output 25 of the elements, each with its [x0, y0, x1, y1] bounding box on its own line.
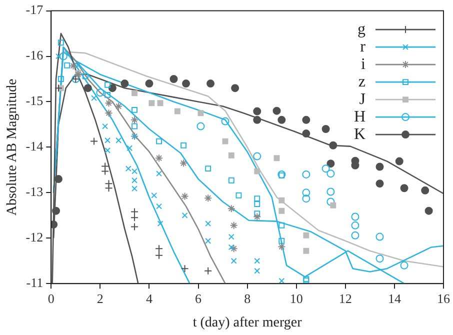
y-tick-label: -12 [26, 230, 44, 245]
x-axis-title: t (day) after merger [192, 315, 302, 330]
x-tick-label: 16 [437, 290, 450, 306]
legend-label: i [361, 56, 366, 73]
x-tick-label: 0 [48, 290, 54, 306]
x-tick-label: 6 [195, 290, 202, 306]
y-tick-label: -15 [26, 93, 44, 108]
legend-label: J [359, 90, 366, 108]
y-tick-label: -16 [26, 48, 44, 63]
legend-label: r [360, 38, 366, 56]
y-axis-title: Absolute AB Magnitude [5, 78, 20, 216]
y-tick-label: -11 [26, 275, 44, 290]
x-tick-label: 10 [290, 290, 303, 306]
x-tick-label: 2 [96, 290, 104, 306]
x-tick-label: 8 [244, 290, 251, 306]
legend-label: g [358, 20, 366, 38]
legend-label: H [354, 108, 366, 126]
x-tick-label: 12 [338, 290, 352, 306]
x-tick-label: 4 [146, 290, 153, 306]
x-tick-label: 14 [388, 290, 402, 306]
y-tick-label: -14 [26, 138, 44, 154]
y-tick-label: -17 [26, 2, 44, 18]
legend-label: z [358, 73, 366, 90]
y-tick-label: -13 [26, 184, 44, 200]
legend-label: K [354, 126, 366, 143]
